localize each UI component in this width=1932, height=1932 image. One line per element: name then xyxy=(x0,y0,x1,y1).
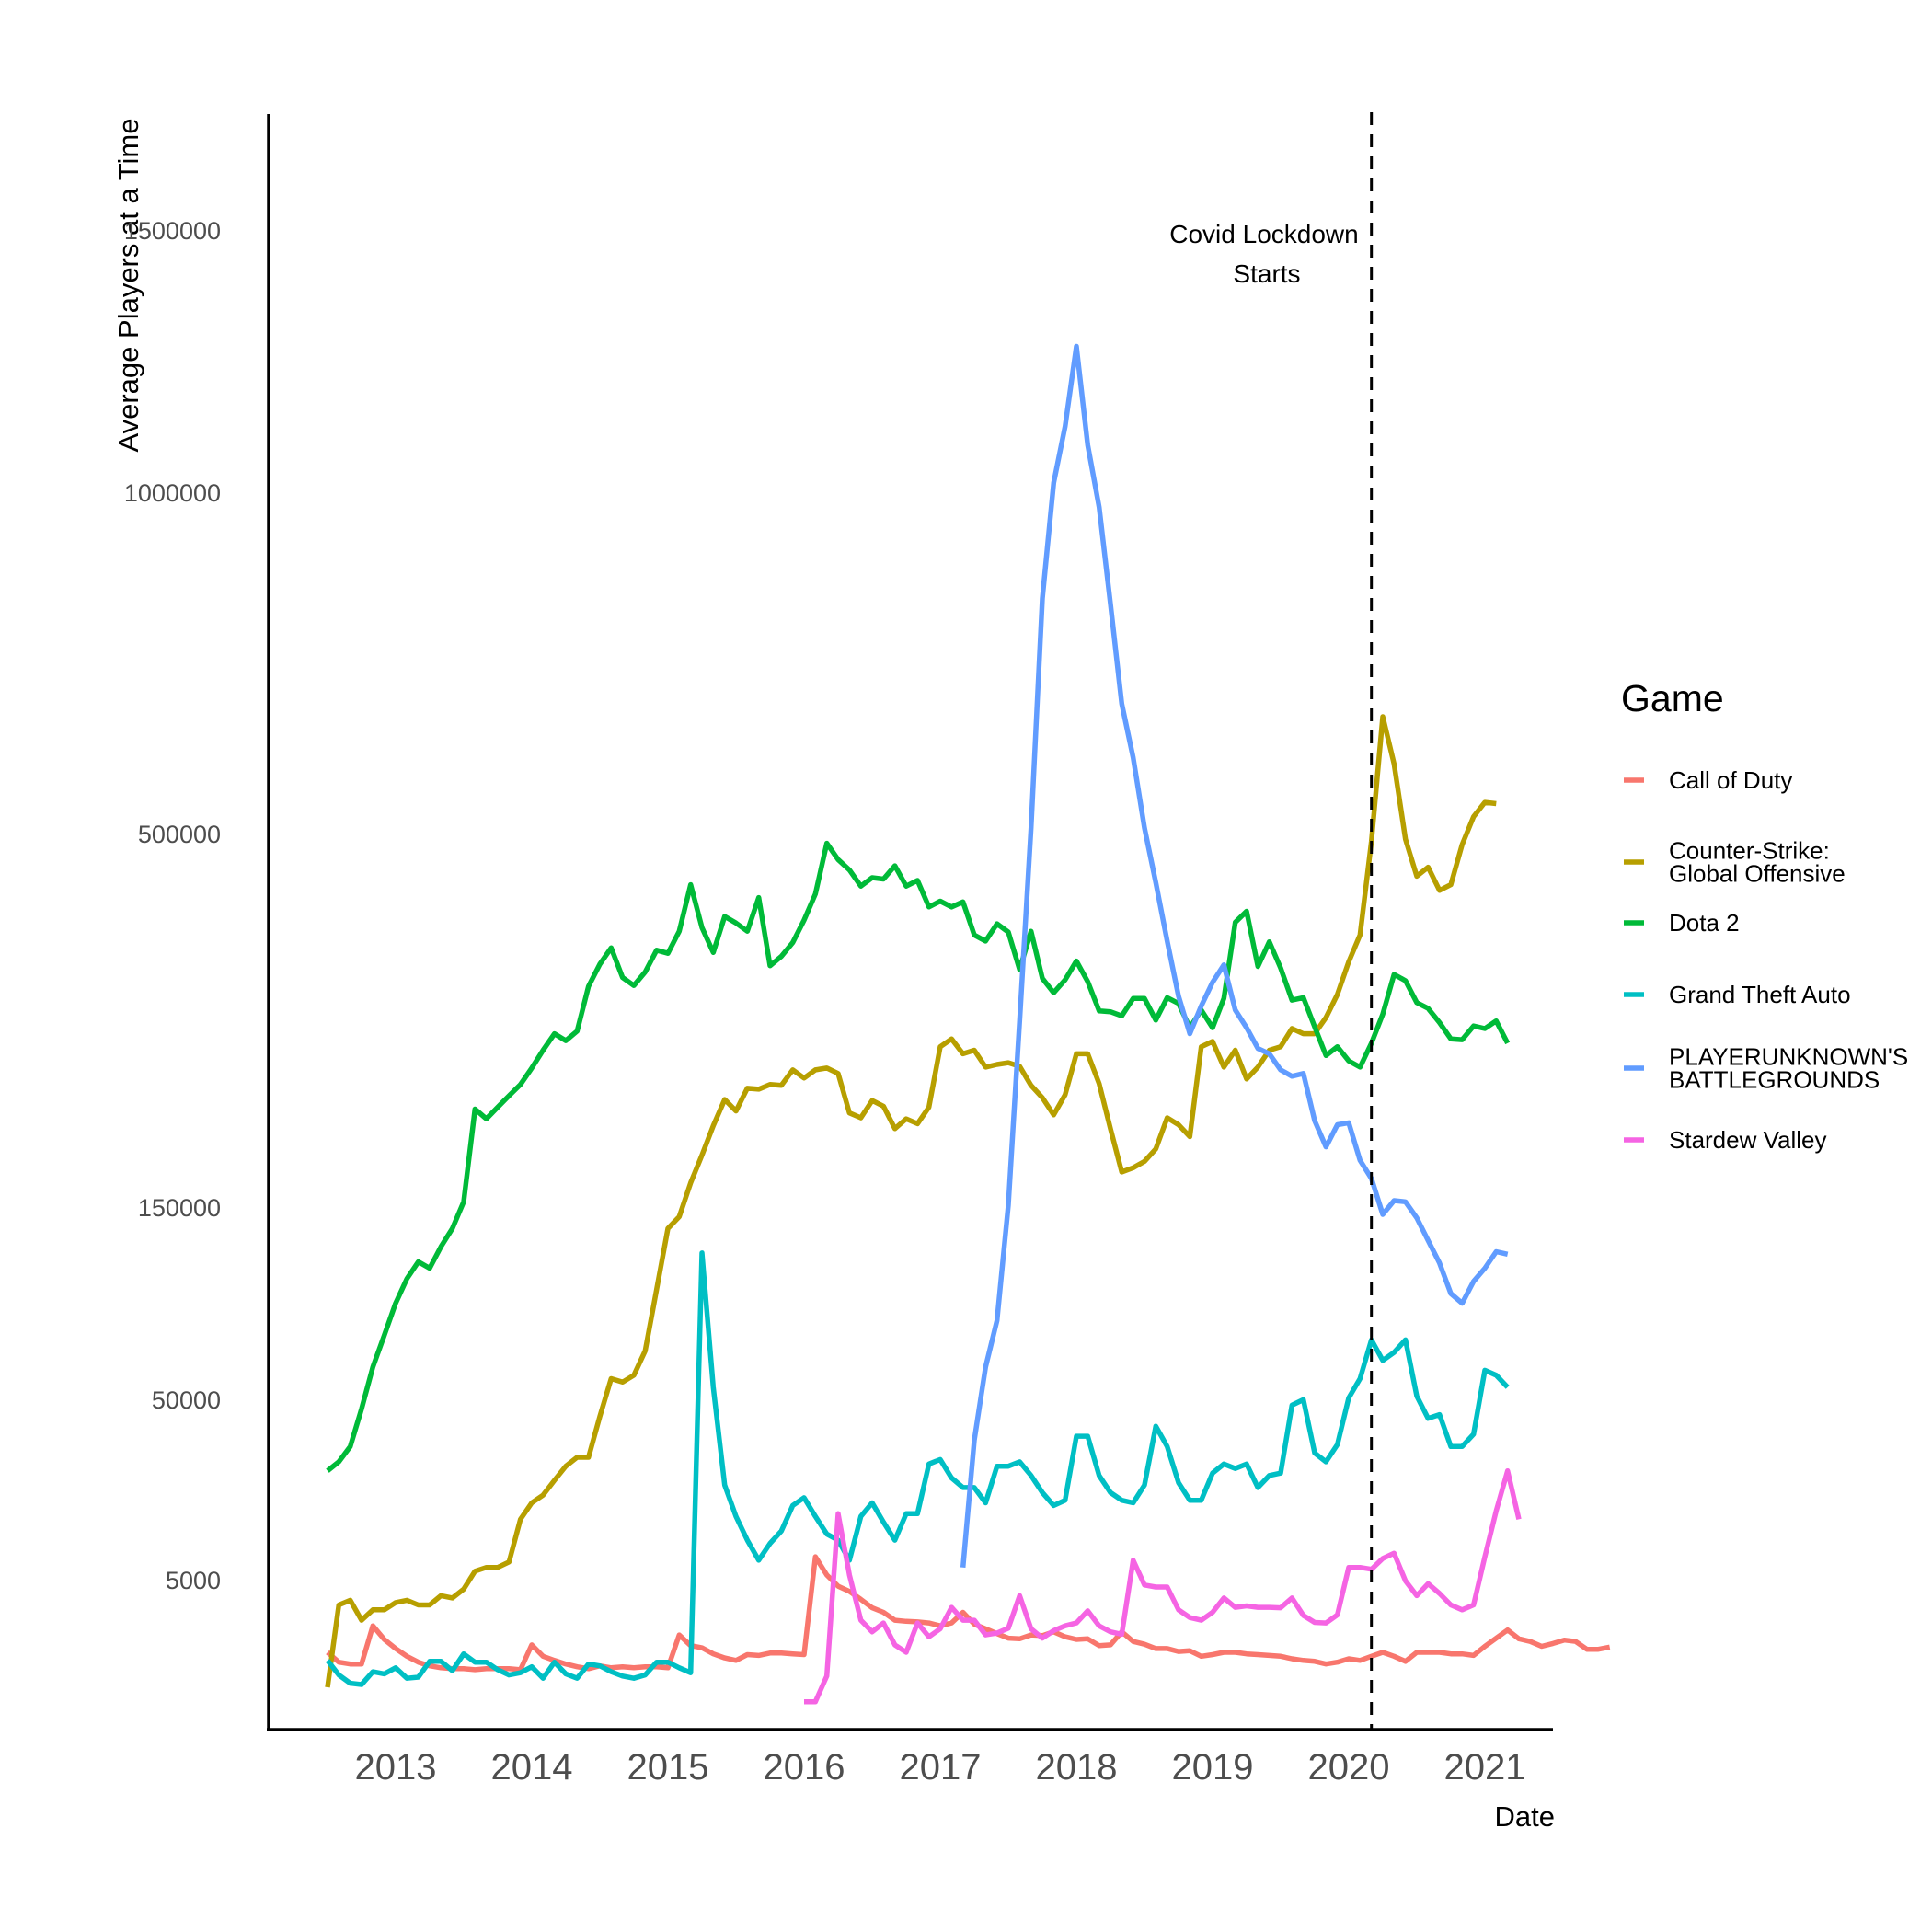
legend-label-counter-strike-global-offensive-1: Global Offensive xyxy=(1669,860,1846,888)
legend-label-playerunknown-s-battlegrounds-0: PLAYERUNKNOWN'S xyxy=(1669,1043,1908,1071)
series-line-counter-strike-global-offensive xyxy=(325,714,1497,1688)
covid-annotation-line2: Starts xyxy=(1233,259,1300,288)
y-tick-label-1000000: 1000000 xyxy=(124,479,221,507)
y-tick-labels: 5000 50000 150000 500000 1000000 1500000 xyxy=(124,217,221,1594)
legend-label-counter-strike-global-offensive-0: Counter-Strike: xyxy=(1669,837,1830,865)
x-tick-label-2018: 2018 xyxy=(1036,1747,1118,1788)
legend-item-grand-theft-auto: Grand Theft Auto xyxy=(1624,981,1851,1008)
y-tick-label-500000: 500000 xyxy=(138,821,221,848)
y-tick-label-150000: 150000 xyxy=(138,1194,221,1222)
legend-label-grand-theft-auto-0: Grand Theft Auto xyxy=(1669,981,1851,1008)
x-tick-label-2017: 2017 xyxy=(900,1747,982,1788)
x-tick-label-2021: 2021 xyxy=(1444,1747,1526,1788)
legend-items: Call of Duty Counter-Strike:Global Offens… xyxy=(1624,766,1908,1154)
series-line-dota-2 xyxy=(326,840,1511,1473)
y-tick-label-50000: 50000 xyxy=(152,1386,221,1414)
x-tick-label-2020: 2020 xyxy=(1308,1747,1390,1788)
series-lines xyxy=(325,343,1611,1705)
x-tick-labels: 2013 2014 2015 2016 2017 2018 2019 2020 … xyxy=(355,1747,1526,1788)
series-line-playerunknown-s-battlegrounds xyxy=(960,343,1509,1568)
legend-item-counter-strike-global-offensive: Counter-Strike:Global Offensive xyxy=(1624,837,1846,888)
legend: Game Call of Duty Counter-Strike:Global O… xyxy=(1621,677,1908,1154)
y-tick-label-1500000: 1500000 xyxy=(124,217,221,245)
legend-item-dota-2: Dota 2 xyxy=(1624,909,1740,937)
legend-item-call-of-duty: Call of Duty xyxy=(1624,766,1792,794)
x-tick-label-2016: 2016 xyxy=(764,1747,845,1788)
series-line-grand-theft-auto xyxy=(325,1250,1510,1687)
x-tick-label-2013: 2013 xyxy=(355,1747,437,1788)
covid-annotation-line1: Covid Lockdown xyxy=(1169,220,1358,248)
x-tick-label-2015: 2015 xyxy=(627,1747,709,1788)
legend-label-dota-2-0: Dota 2 xyxy=(1669,909,1740,937)
legend-label-playerunknown-s-battlegrounds-1: BATTLEGROUNDS xyxy=(1669,1066,1880,1094)
y-axis-title: Average Players at a Time xyxy=(112,119,144,453)
legend-item-stardew-valley: Stardew Valley xyxy=(1624,1126,1827,1154)
legend-label-stardew-valley-0: Stardew Valley xyxy=(1669,1126,1827,1154)
x-tick-label-2014: 2014 xyxy=(491,1747,573,1788)
y-tick-label-5000: 5000 xyxy=(166,1567,221,1594)
legend-title: Game xyxy=(1621,677,1724,719)
x-axis-title: Date xyxy=(1495,1800,1555,1833)
series-line-stardew-valley xyxy=(804,1467,1522,1705)
legend-label-call-of-duty-0: Call of Duty xyxy=(1669,766,1792,794)
x-tick-label-2019: 2019 xyxy=(1172,1747,1254,1788)
